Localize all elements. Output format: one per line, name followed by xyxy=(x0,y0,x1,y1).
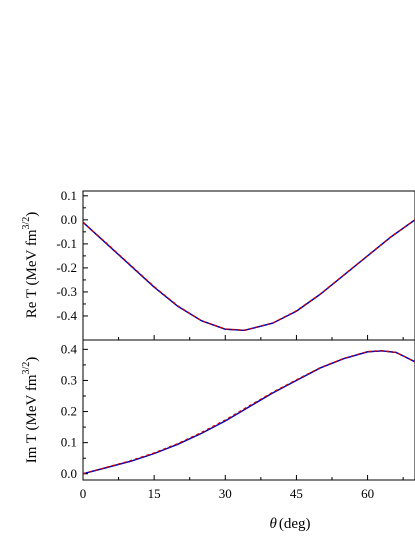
bottom-series-group xyxy=(82,349,415,475)
top-series-group xyxy=(82,219,415,332)
bot-ytick-label: 0.3 xyxy=(61,372,77,387)
bottom-xtick-label: 60 xyxy=(361,486,374,501)
bottom-xtick-label: 15 xyxy=(148,486,161,501)
x-axis-title-unit: (deg) xyxy=(279,516,311,532)
bot-series-line-2 xyxy=(82,349,415,475)
bottom-y-axis-title-close: ) xyxy=(24,357,40,362)
bottom-panel: 0.0 0.1 0.2 0.3 0.4 0 15 30 45 60 Im T (MeV fm3/… xyxy=(21,339,415,532)
top-ytick-label: -0.4 xyxy=(56,308,77,323)
bot-series-line-1 xyxy=(82,350,415,475)
bottom-x-ticks: 0 15 30 45 60 xyxy=(80,475,404,501)
top-ytick-label: 0.1 xyxy=(61,188,77,203)
top-y-ticks: 0.1 0.0 -0.1 -0.2 -0.3 -0.4 xyxy=(56,188,88,323)
top-series-line-0 xyxy=(82,219,415,332)
bottom-xtick-label: 45 xyxy=(290,486,303,501)
top-panel: 0.1 0.0 -0.1 -0.2 -0.3 -0.4 Re T (MeV fm3/2) xyxy=(21,188,415,341)
bottom-xtick-label: 30 xyxy=(219,486,232,501)
bot-ytick-label: 0.4 xyxy=(61,341,78,356)
top-y-axis-title-sup: 3/2 xyxy=(21,217,32,230)
bottom-y-axis-title-sup: 3/2 xyxy=(21,362,32,375)
top-y-axis-title-main: Re T (MeV fm xyxy=(24,229,40,318)
top-y-axis-title-close: ) xyxy=(24,212,40,217)
bot-series-line-0 xyxy=(82,350,415,475)
x-axis-title: θ (deg) xyxy=(269,516,310,532)
top-x-ticks xyxy=(82,335,404,340)
bot-ytick-label: 0.0 xyxy=(61,466,77,481)
x-axis-title-theta: θ xyxy=(269,516,277,532)
top-series-line-2 xyxy=(82,219,415,331)
bottom-y-axis-title-main: Im T (MeV fm xyxy=(24,374,40,463)
top-plot-frame xyxy=(82,190,415,341)
top-series-line-1 xyxy=(82,219,415,332)
bottom-plot-frame xyxy=(82,339,415,481)
bottom-y-axis-title: Im T (MeV fm3/2) xyxy=(21,357,40,464)
top-ytick-label: -0.1 xyxy=(56,236,77,251)
top-y-axis-title: Re T (MeV fm3/2) xyxy=(21,212,40,319)
bottom-xtick-label: 0 xyxy=(80,486,87,501)
top-ytick-label: -0.3 xyxy=(56,284,77,299)
bottom-y-ticks: 0.0 0.1 0.2 0.3 0.4 xyxy=(61,341,88,481)
top-ytick-label: -0.2 xyxy=(56,260,77,275)
bot-ytick-label: 0.1 xyxy=(61,435,77,450)
bot-ytick-label: 0.2 xyxy=(61,404,77,419)
top-ytick-label: 0.0 xyxy=(61,212,77,227)
